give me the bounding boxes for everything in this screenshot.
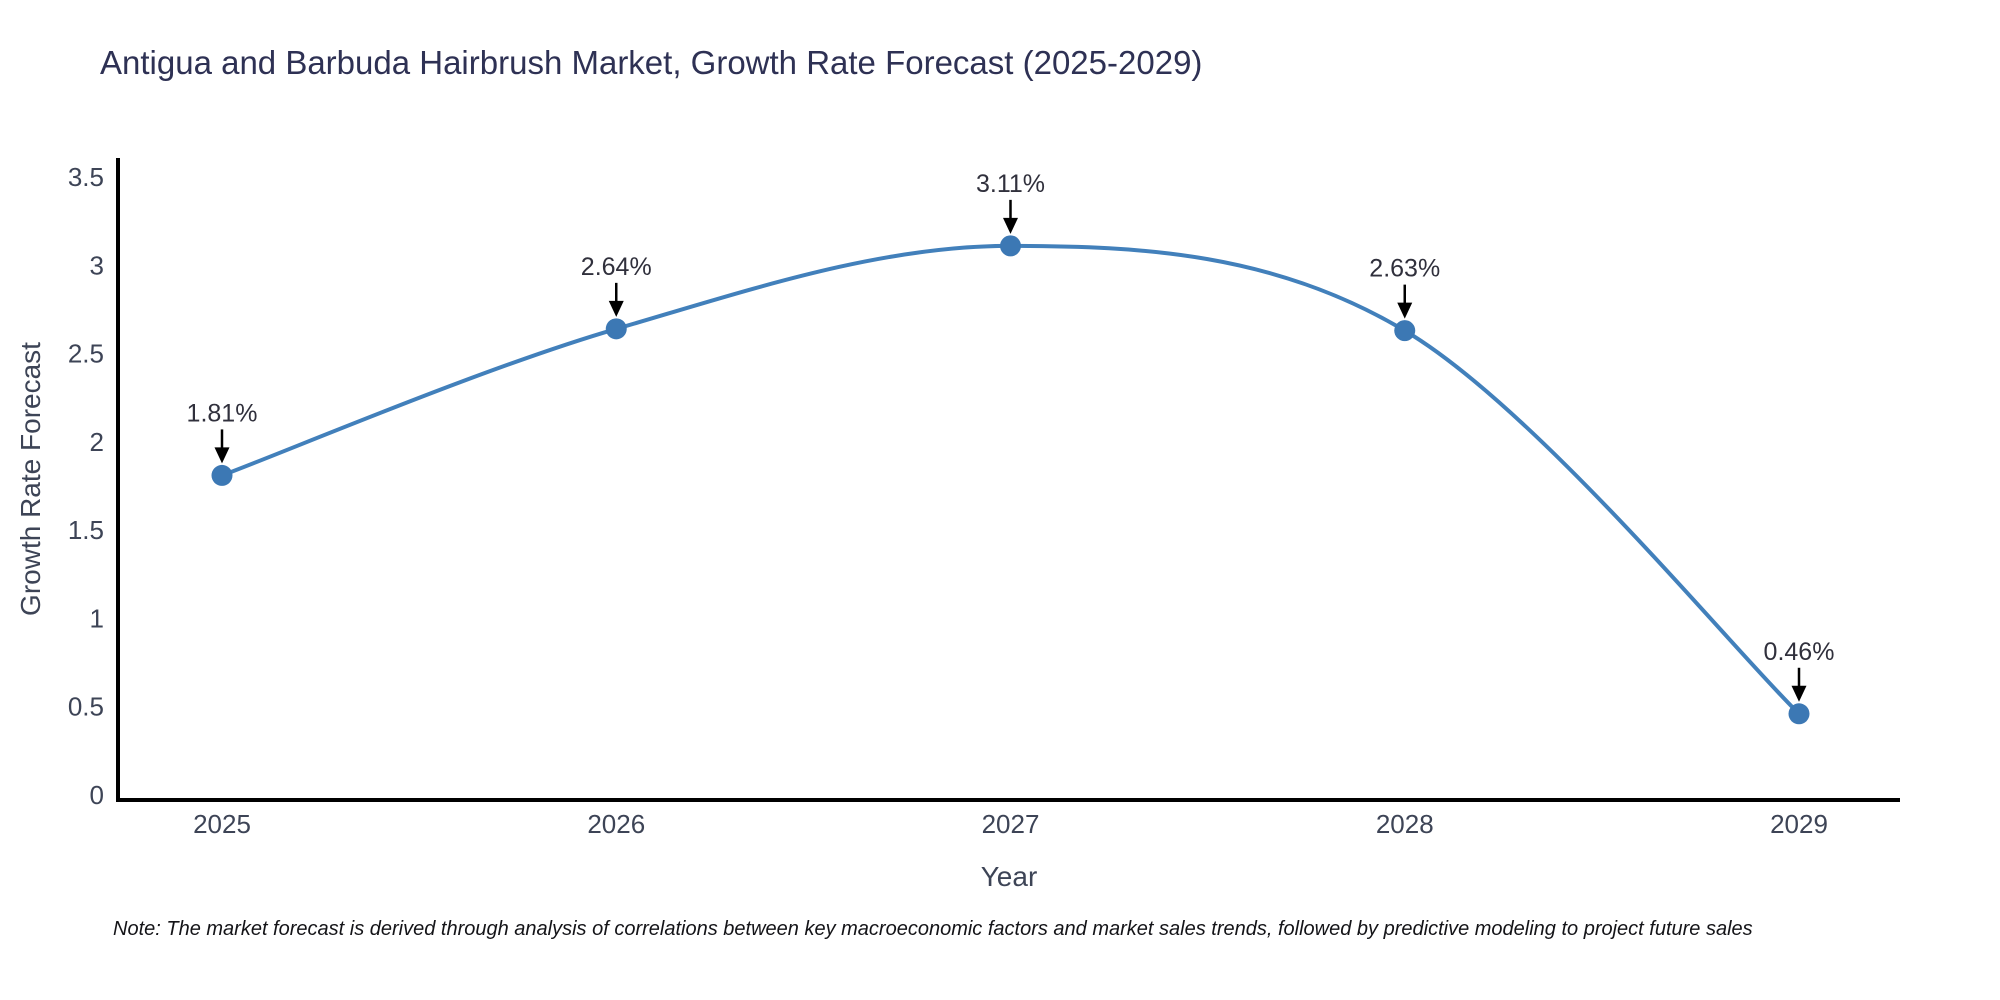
point-value-label: 3.11% [976, 170, 1045, 198]
data-point-marker[interactable] [1000, 235, 1021, 257]
point-value-label: 2.63% [1369, 255, 1440, 283]
point-value-label: 0.46% [1764, 638, 1835, 666]
y-tick-label: 0 [90, 780, 104, 810]
x-tick-label: 2027 [982, 809, 1040, 839]
y-tick-label: 2.5 [68, 339, 104, 369]
data-point-marker[interactable] [211, 464, 233, 486]
annotation-arrow-head [1791, 685, 1807, 702]
chart-title: Antigua and Barbuda Hairbrush Market, Gr… [100, 44, 1203, 81]
y-tick-label: 0.5 [68, 692, 104, 722]
y-tick-label: 1 [90, 603, 104, 633]
annotation-arrow-head [608, 300, 624, 317]
x-tick-label: 2026 [587, 809, 645, 839]
x-tick-label: 2028 [1376, 809, 1434, 839]
forecast-line [220, 243, 1801, 716]
y-tick-label: 1.5 [68, 515, 104, 545]
data-point-marker[interactable] [605, 318, 627, 340]
footnote: Note: The market forecast is derived thr… [113, 918, 1753, 940]
data-point-marker[interactable] [1788, 703, 1810, 725]
y-tick-label: 2 [90, 427, 104, 457]
data-point-marker[interactable] [1394, 320, 1416, 342]
series-layer [211, 235, 1810, 725]
point-value-label: 1.81% [187, 399, 258, 427]
y-axis-title: Growth Rate Forecast [15, 342, 46, 616]
axes-layer: 0 0.5 1 1.5 2 2.5 3 3.5 2025 2026 2027 2028 2029 [68, 158, 1900, 839]
annotation-arrow-head [1003, 217, 1018, 234]
y-tick-label: 3 [90, 250, 104, 280]
annotation-layer: 1.81% 2.64% 3.11% 2.63% 0.46% [187, 170, 1835, 702]
y-tick-label: 3.5 [68, 162, 104, 192]
annotation-arrow-head [214, 447, 230, 464]
x-tick-label: 2029 [1770, 809, 1828, 839]
point-value-label: 2.64% [581, 253, 652, 281]
x-tick-label: 2025 [193, 809, 251, 839]
annotation-arrow-head [1397, 302, 1413, 319]
x-axis-title: Year [981, 861, 1038, 892]
